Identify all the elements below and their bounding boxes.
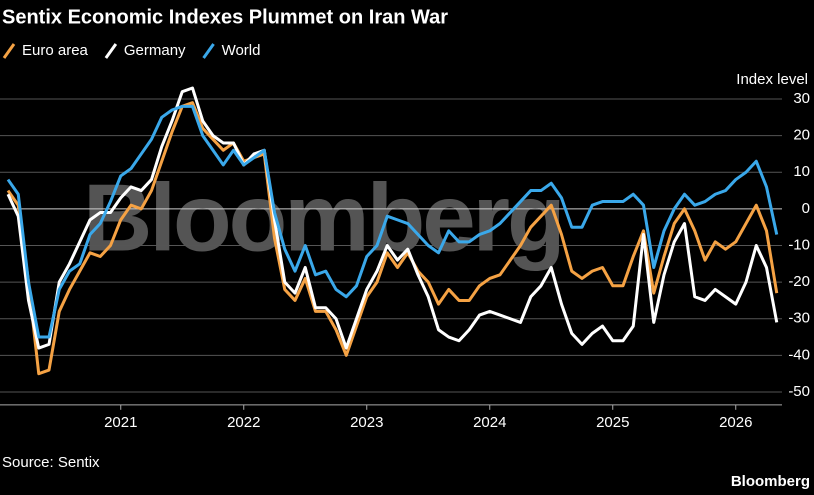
- series-line: [6, 86, 779, 350]
- x-tick-label: 2022: [227, 414, 260, 431]
- x-tick-label: 2023: [350, 414, 383, 431]
- y-tick-label: 0: [802, 200, 810, 217]
- legend-swatch: [202, 43, 215, 59]
- y-tick-label: -40: [788, 346, 810, 363]
- x-tick-label: 2021: [104, 414, 137, 431]
- y-tick-label: 30: [793, 90, 810, 107]
- series-line: [6, 101, 779, 376]
- y-tick-label: 10: [793, 163, 810, 180]
- y-tick-label: 20: [793, 127, 810, 144]
- legend-swatch: [2, 43, 16, 59]
- y-tick-label: -10: [788, 236, 810, 253]
- y-tick-label: -20: [788, 273, 810, 290]
- watermark: Bloomberg: [83, 164, 563, 271]
- legend-swatch: [104, 43, 118, 59]
- series-line: [6, 104, 779, 339]
- brand: Bloomberg: [731, 473, 810, 490]
- y-tick-label: -30: [788, 310, 810, 327]
- source: Source: Sentix: [2, 454, 100, 471]
- legend-label: World: [222, 42, 261, 59]
- x-tick-label: 2025: [596, 414, 629, 431]
- legend-label: Euro area: [22, 42, 89, 59]
- x-tick-label: 2026: [719, 414, 752, 431]
- chart-title: Sentix Economic Indexes Plummet on Iran …: [2, 6, 448, 28]
- legend-label: Germany: [124, 42, 186, 59]
- y-axis-label: Index level: [736, 71, 808, 88]
- x-tick-label: 2024: [473, 414, 506, 431]
- y-tick-label: -50: [788, 383, 810, 400]
